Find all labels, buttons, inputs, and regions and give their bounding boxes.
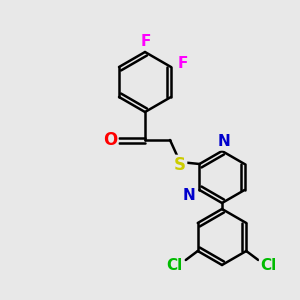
Text: N: N — [218, 134, 230, 149]
Text: F: F — [141, 34, 151, 49]
Text: S: S — [174, 156, 186, 174]
Text: O: O — [103, 131, 117, 149]
Text: F: F — [178, 56, 188, 70]
Text: N: N — [183, 188, 196, 202]
Text: Cl: Cl — [260, 257, 276, 272]
Text: Cl: Cl — [167, 257, 183, 272]
